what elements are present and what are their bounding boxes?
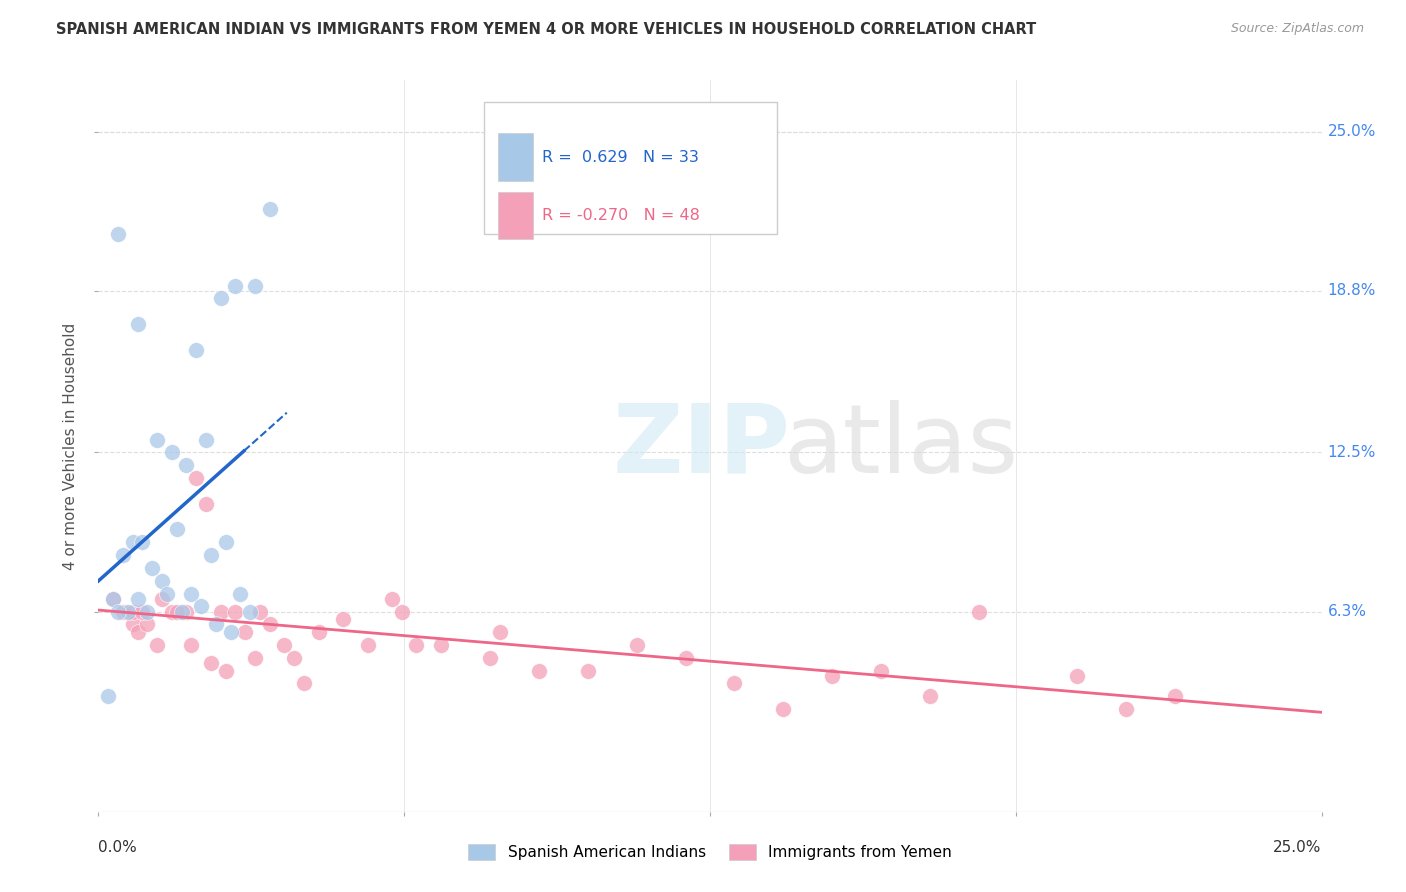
Point: [283, 650, 305, 665]
Y-axis label: 4 or more Vehicles in Household: 4 or more Vehicles in Household: [63, 322, 79, 570]
Point: [224, 278, 246, 293]
Point: [205, 617, 228, 632]
Text: atlas: atlas: [783, 400, 1018, 492]
Text: R =  0.629   N = 33: R = 0.629 N = 33: [543, 150, 699, 165]
Point: [195, 433, 218, 447]
Point: [308, 625, 330, 640]
Point: [405, 638, 427, 652]
Point: [156, 586, 179, 600]
Point: [209, 605, 232, 619]
Point: [576, 664, 599, 678]
Point: [107, 227, 129, 242]
Point: [131, 535, 153, 549]
Point: [150, 574, 173, 588]
Point: [723, 676, 745, 690]
Point: [146, 433, 169, 447]
Point: [121, 617, 143, 632]
FancyBboxPatch shape: [498, 192, 533, 239]
Point: [101, 591, 124, 606]
Point: [101, 591, 124, 606]
Point: [527, 664, 550, 678]
Point: [97, 690, 120, 704]
Point: [332, 612, 354, 626]
Point: [180, 586, 202, 600]
Point: [356, 638, 378, 652]
Point: [1164, 690, 1187, 704]
Text: 6.3%: 6.3%: [1327, 604, 1367, 619]
Point: [821, 669, 844, 683]
Point: [243, 650, 266, 665]
Text: 25.0%: 25.0%: [1327, 124, 1376, 139]
Point: [186, 343, 208, 357]
Point: [214, 664, 236, 678]
Point: [146, 638, 169, 652]
Legend: Spanish American Indians, Immigrants from Yemen: Spanish American Indians, Immigrants fro…: [461, 838, 959, 866]
Point: [229, 586, 252, 600]
Point: [127, 625, 149, 640]
Point: [292, 676, 315, 690]
Point: [111, 605, 134, 619]
Point: [430, 638, 453, 652]
Point: [150, 591, 173, 606]
Point: [259, 617, 281, 632]
Point: [166, 523, 188, 537]
Point: [111, 548, 134, 562]
Point: [1115, 702, 1137, 716]
Point: [259, 202, 281, 216]
Point: [209, 292, 232, 306]
Point: [675, 650, 697, 665]
Point: [219, 625, 242, 640]
Point: [117, 605, 139, 619]
Point: [626, 638, 648, 652]
Point: [166, 605, 188, 619]
Point: [243, 278, 266, 293]
Point: [136, 617, 159, 632]
Text: 12.5%: 12.5%: [1327, 445, 1376, 460]
Point: [176, 458, 198, 473]
Text: Source: ZipAtlas.com: Source: ZipAtlas.com: [1230, 22, 1364, 36]
Point: [195, 497, 218, 511]
Point: [920, 690, 942, 704]
Point: [381, 591, 404, 606]
Point: [107, 605, 129, 619]
Text: 18.8%: 18.8%: [1327, 284, 1376, 298]
Point: [478, 650, 501, 665]
Point: [870, 664, 893, 678]
FancyBboxPatch shape: [498, 133, 533, 181]
Text: SPANISH AMERICAN INDIAN VS IMMIGRANTS FROM YEMEN 4 OR MORE VEHICLES IN HOUSEHOLD: SPANISH AMERICAN INDIAN VS IMMIGRANTS FR…: [56, 22, 1036, 37]
Point: [160, 445, 183, 459]
Point: [224, 605, 246, 619]
Point: [1066, 669, 1088, 683]
Point: [233, 625, 256, 640]
Point: [176, 605, 198, 619]
Point: [121, 535, 143, 549]
Point: [488, 625, 510, 640]
Point: [136, 605, 159, 619]
Point: [141, 561, 163, 575]
Text: ZIP: ZIP: [612, 400, 790, 492]
Point: [121, 605, 143, 619]
Point: [170, 605, 193, 619]
FancyBboxPatch shape: [484, 103, 778, 234]
Point: [186, 471, 208, 485]
Text: 0.0%: 0.0%: [98, 839, 138, 855]
Point: [131, 605, 153, 619]
Text: R = -0.270   N = 48: R = -0.270 N = 48: [543, 208, 700, 223]
Text: 25.0%: 25.0%: [1274, 839, 1322, 855]
Point: [127, 591, 149, 606]
Point: [200, 656, 222, 670]
Point: [200, 548, 222, 562]
Point: [180, 638, 202, 652]
Point: [190, 599, 212, 614]
Point: [214, 535, 236, 549]
Point: [772, 702, 794, 716]
Point: [160, 605, 183, 619]
Point: [249, 605, 271, 619]
Point: [127, 317, 149, 331]
Point: [273, 638, 295, 652]
Point: [967, 605, 990, 619]
Point: [391, 605, 413, 619]
Point: [239, 605, 262, 619]
